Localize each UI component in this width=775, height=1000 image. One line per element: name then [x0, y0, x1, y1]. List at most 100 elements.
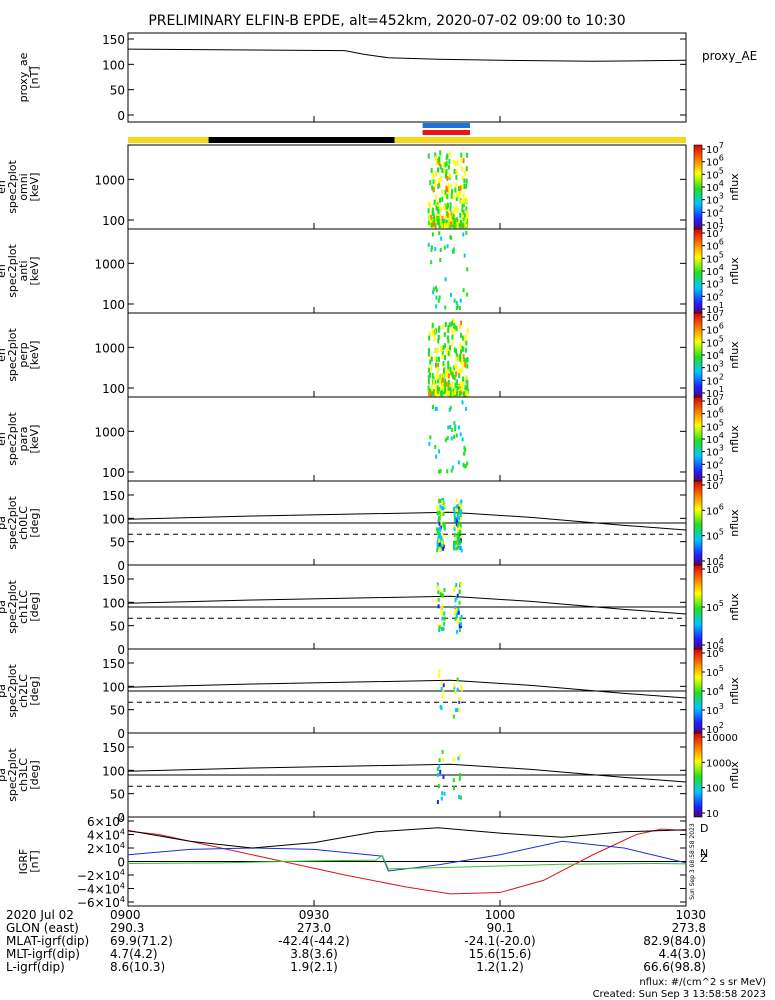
panel-ae: proxy_ae[nT] 150 100 50 0 proxy_AE: [17, 32, 757, 123]
colorbar-tick-label: 104: [706, 683, 724, 698]
ylabel-line: [deg]: [28, 508, 41, 537]
ephemeris-label: 2020 Jul 02: [6, 908, 74, 922]
ylabel-line: spec2plot: [6, 664, 19, 718]
ylabel-line: spec2plot: [6, 580, 19, 634]
spectrogram-cell: [447, 350, 450, 356]
pitch-angle-cell: [454, 540, 457, 545]
pitch-angle-cell: [441, 604, 444, 609]
spectrogram-cell: [428, 331, 431, 337]
spectrogram-cell: [446, 372, 449, 378]
ylabel-line: ch2LC: [17, 674, 30, 708]
spectrogram-cell: [437, 388, 440, 394]
spectrogram-cell: [427, 201, 430, 207]
ephemeris-label: L-igrf(dip): [6, 960, 65, 974]
spectrogram-cell: [439, 197, 442, 203]
spectrogram-cell: [444, 305, 447, 310]
spectrogram-cell: [440, 206, 443, 212]
colorbar-tick-label: 100: [706, 784, 725, 795]
spectrogram-cell: [442, 354, 445, 360]
spectrogram-cell: [435, 155, 438, 161]
spectrogram-cell: [432, 290, 435, 295]
pitch-angle-cell: [455, 583, 458, 588]
spectrogram-cell: [449, 387, 452, 393]
pitch-angle-cell: [458, 600, 461, 605]
pitch-angle-cell: [442, 534, 445, 539]
spectrogram-cell: [453, 347, 456, 353]
spectrogram-cell: [455, 433, 458, 438]
spectrogram-cell: [431, 329, 434, 335]
spectrogram-cell: [459, 298, 462, 303]
colorbar: [693, 732, 703, 818]
pitch-angle-cell: [437, 527, 440, 532]
spectrogram-cell: [444, 162, 447, 168]
pitch-angle-cell: [437, 515, 440, 520]
ephemeris-value: 0930: [299, 908, 330, 922]
pitch-angle-cell: [438, 538, 441, 543]
spectrogram-cell: [455, 192, 458, 198]
spectrogram-cell: [432, 179, 435, 185]
spectrogram-cell: [450, 292, 453, 297]
spectrogram-cell: [444, 277, 447, 282]
ylabel-line: para: [17, 427, 30, 452]
pitch-angle-cell: [436, 511, 439, 516]
spectrogram-cell: [432, 379, 435, 385]
ylabel-line: spec2plot: [6, 328, 19, 382]
ytick-label: 150: [102, 489, 125, 503]
pitch-angle-cell: [443, 587, 446, 592]
spectrogram-cell: [430, 167, 433, 173]
panel-igrf: IGRF[nT]6×1044×1042×1040−2×104−4×104−6×1…: [17, 814, 708, 910]
spectrogram-cell: [450, 221, 453, 227]
pitch-angle-cell: [460, 548, 463, 553]
pitch-angle-cell: [453, 786, 456, 791]
ephemeris-value: 66.6(98.8): [643, 960, 706, 974]
pitch-angle-cell: [458, 753, 461, 758]
ephemeris-value: 69.9(71.2): [110, 934, 173, 948]
spectrogram-cell: [456, 304, 459, 309]
panel-frame: [127, 396, 687, 482]
pitch-angle-cell: [436, 548, 439, 553]
spectrogram-cell: [460, 199, 463, 205]
pitch-angle-cell: [438, 758, 441, 763]
spectrogram-cell: [452, 213, 455, 219]
spectrogram-cell: [456, 217, 459, 223]
spectrogram-cell: [434, 194, 437, 200]
ephemeris-value: 8.6(10.3): [110, 960, 165, 974]
ytick-label: −2×104: [77, 868, 125, 883]
pitch-angle-cell: [440, 680, 443, 685]
pitch-angle-cell: [458, 708, 461, 713]
spectrogram-cell: [461, 386, 464, 392]
spectrogram-cell: [464, 374, 467, 380]
spectrogram-cell: [446, 244, 449, 249]
spectrogram-cell: [456, 160, 459, 166]
pitch-angle-cell: [452, 544, 455, 549]
spectrogram-cell: [459, 353, 462, 359]
spectrogram-cell: [444, 173, 447, 179]
spectrogram-cell: [461, 202, 464, 208]
ephemeris-value: 1030: [675, 908, 706, 922]
spectrogram-cell: [445, 348, 448, 354]
pitch-angle-cell: [441, 791, 444, 796]
spectrogram-cell: [444, 369, 447, 375]
pitch-angle-cell: [458, 772, 461, 777]
spectrogram-cell: [460, 367, 463, 373]
footer-units: nflux: #/(cm^2 s sr MeV): [639, 977, 766, 988]
science-zone-blue: [422, 123, 470, 128]
spectrogram-cell: [437, 356, 440, 362]
pitch-angle-cell: [441, 498, 444, 503]
spectrogram-cell: [447, 390, 450, 396]
spectrogram-cell: [446, 187, 449, 193]
pitch-angle-cell: [453, 757, 456, 762]
ytick-label: 100: [102, 764, 125, 778]
spectrogram-cell: [428, 347, 431, 353]
spectrogram-cell: [462, 232, 465, 237]
panel-en_omni: elbpefenspec2plotomni[keV]10001001071061…: [0, 141, 741, 232]
ytick-label: 2×104: [87, 841, 125, 856]
spectrogram-cell: [439, 379, 442, 385]
igrf-series-Z: [127, 854, 687, 870]
spectrogram-cell: [450, 370, 453, 376]
spectrogram-cell: [439, 150, 442, 156]
spectrogram-cell: [433, 199, 436, 205]
ylabel-line: en: [0, 348, 8, 362]
ytick-label: −4×104: [77, 882, 125, 897]
spectrogram-cell: [446, 436, 449, 441]
